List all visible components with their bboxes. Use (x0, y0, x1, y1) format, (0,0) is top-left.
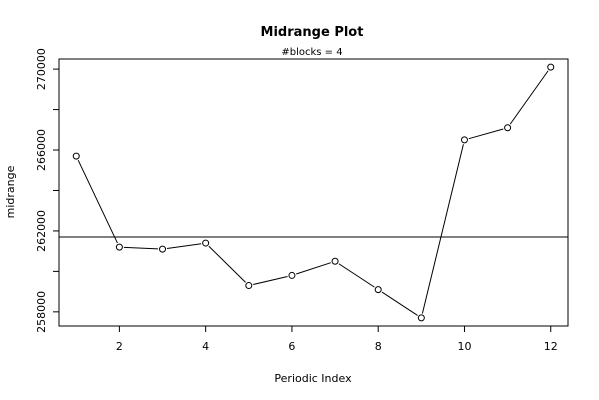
data-point (245, 282, 253, 290)
data-point (72, 152, 80, 160)
series-line-segment (338, 263, 375, 288)
data-point (288, 271, 296, 279)
plot-frame (58, 58, 569, 327)
data-point (331, 257, 339, 265)
data-point (417, 314, 425, 322)
data-point (504, 124, 512, 132)
x-tick-label: 4 (202, 340, 209, 353)
series-line-segment (381, 291, 418, 316)
series-line-segment (208, 245, 246, 283)
series-line-segment (166, 243, 202, 250)
chart-subtitle: #blocks = 4 (281, 47, 342, 58)
data-point (202, 239, 210, 247)
series-line-segment (296, 262, 331, 275)
x-tick-label: 8 (375, 340, 382, 353)
data-point (159, 245, 167, 253)
series-line-segment (123, 246, 159, 250)
series-line-segment (509, 70, 549, 125)
y-tick-label: 270000 (35, 48, 48, 90)
y-axis-label: midrange (4, 165, 17, 218)
data-point (115, 243, 123, 251)
x-tick-label: 6 (288, 340, 295, 353)
y-tick-label: 262000 (35, 210, 48, 252)
data-point (460, 136, 468, 144)
series-line-segment (77, 159, 118, 244)
x-tick-label: 12 (544, 340, 558, 353)
data-point (547, 63, 555, 71)
y-tick-label: 258000 (35, 291, 48, 333)
plot-layer: 2 4 6 8 10 12 258000 262000 266000 270000 (35, 48, 568, 353)
series-line-segment (421, 144, 464, 314)
series-line-segment (253, 275, 288, 286)
x-tick-label: 2 (116, 340, 123, 353)
x-axis-label: Periodic Index (274, 372, 352, 385)
series-line-segment (468, 128, 504, 140)
y-tick-label: 266000 (35, 129, 48, 171)
data-point (374, 286, 382, 294)
x-tick-label: 10 (457, 340, 471, 353)
chart-title: Midrange Plot (261, 25, 364, 40)
